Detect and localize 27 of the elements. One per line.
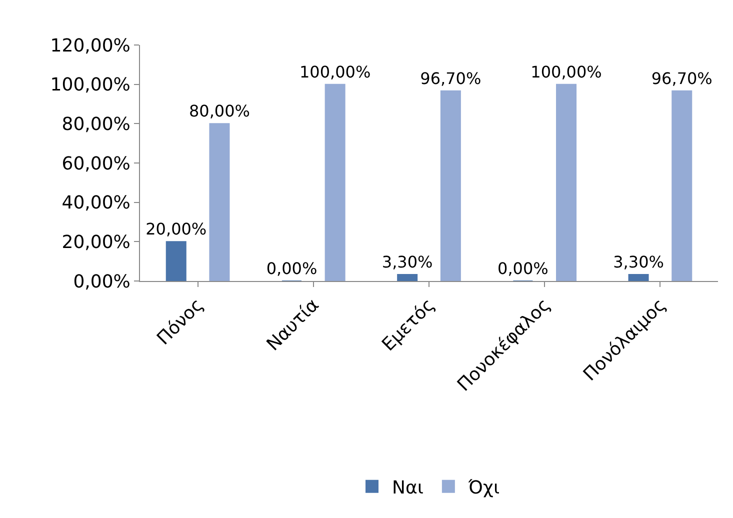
data-label: 96,70% — [651, 68, 712, 88]
y-tick-label: 0,00% — [73, 271, 130, 292]
bar — [440, 90, 461, 281]
data-label: 3,30% — [613, 252, 664, 272]
y-tick-label: 20,00% — [62, 232, 130, 253]
y-tick-label: 60,00% — [62, 153, 130, 174]
y-tick-label: 120,00% — [50, 35, 130, 56]
bar — [324, 84, 346, 281]
y-tick-label: 80,00% — [62, 114, 130, 135]
legend-label: Ναι — [392, 477, 424, 498]
y-tick-label: 100,00% — [50, 74, 130, 96]
bar — [166, 241, 186, 281]
data-label: 80,00% — [188, 102, 250, 121]
bar — [672, 90, 692, 281]
data-label: 100,00% — [530, 62, 602, 82]
data-label: 0,00% — [498, 259, 548, 278]
data-label: 100,00% — [299, 62, 371, 82]
data-label: 0,00% — [266, 259, 318, 278]
bar — [628, 274, 649, 281]
data-label: 3,30% — [382, 252, 433, 272]
legend-label: Όχι — [467, 477, 500, 498]
data-label: 20,00% — [146, 220, 207, 239]
data-label: 96,70% — [420, 68, 482, 88]
bar — [397, 274, 418, 281]
bar — [209, 123, 230, 281]
bar — [556, 84, 577, 281]
y-tick-label: 40,00% — [62, 192, 130, 214]
